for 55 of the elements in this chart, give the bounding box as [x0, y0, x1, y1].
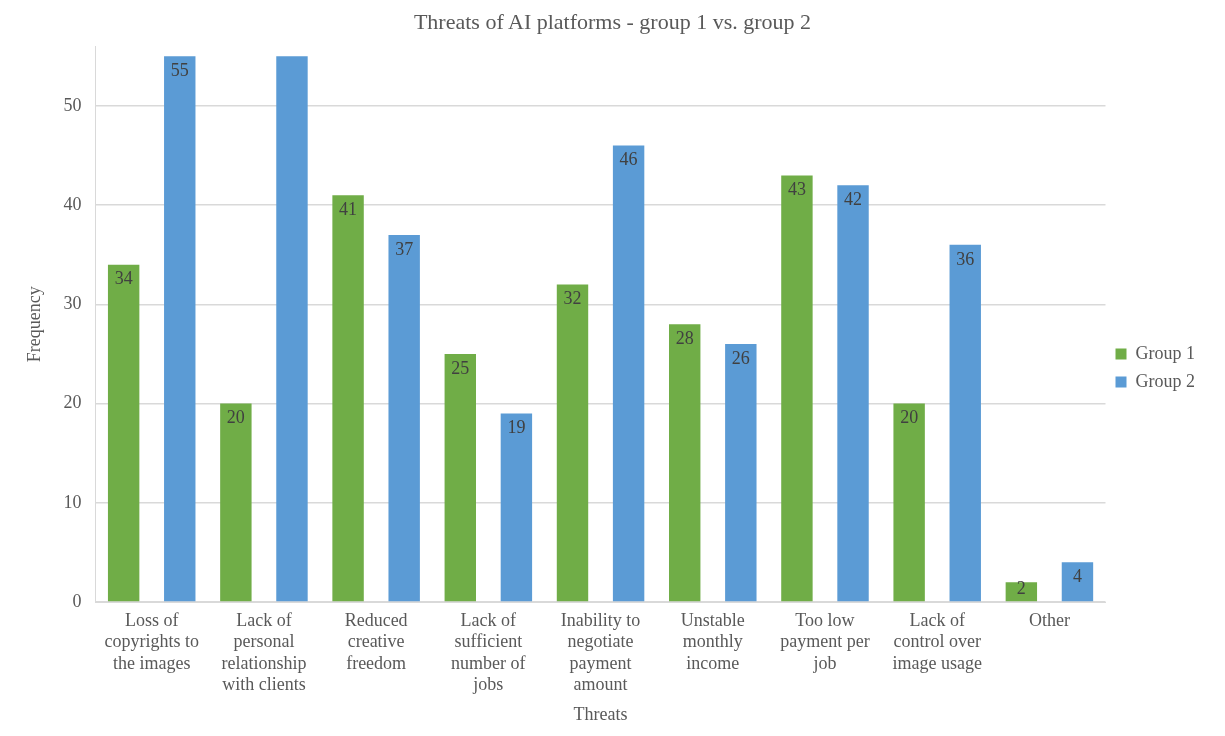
- y-tick-label: 0: [72, 590, 82, 611]
- legend-label: Group 1: [1135, 342, 1196, 363]
- data-label: 32: [563, 288, 582, 309]
- bar: [444, 353, 476, 602]
- x-tick-label: Loss of copyrights to the images: [104, 609, 199, 673]
- x-tick-label: Lack of sufficient number of jobs: [451, 609, 526, 695]
- data-label: 2: [1016, 577, 1026, 598]
- data-label: 55: [170, 60, 189, 81]
- bar: [893, 403, 925, 602]
- y-tick-label: 50: [63, 94, 82, 115]
- x-tick-label: Unstable monthly income: [680, 609, 745, 673]
- y-tick-label: 20: [63, 392, 82, 413]
- data-label: 4: [1072, 566, 1082, 587]
- data-label: 19: [507, 417, 526, 438]
- bar: [332, 195, 364, 602]
- bar: [837, 185, 869, 602]
- bar: [388, 234, 420, 602]
- data-label: 41: [339, 198, 358, 219]
- data-label: 20: [226, 407, 245, 428]
- data-label: 46: [619, 149, 638, 170]
- bar: [1005, 582, 1038, 602]
- bar: [220, 403, 252, 602]
- data-label: 20: [900, 407, 919, 428]
- x-tick-label: Too low payment per job: [780, 609, 870, 673]
- bar: [556, 284, 589, 602]
- chart-title: Threats of AI platforms - group 1 vs. group 2: [413, 8, 812, 34]
- data-label: 42: [844, 189, 863, 210]
- data-label: 25: [451, 357, 470, 378]
- bar: [669, 324, 701, 602]
- data-label: 37: [395, 238, 414, 259]
- data-label: 43: [787, 179, 806, 200]
- x-tick-label: Inability to negotiate payment amount: [560, 609, 641, 695]
- data-label: 26: [731, 347, 750, 368]
- y-axis-title: Frequency: [23, 286, 44, 363]
- x-tick-label: Reduced creative freedom: [344, 609, 408, 673]
- data-label: 36: [956, 248, 975, 269]
- bar: [107, 264, 140, 602]
- y-tick-label: 40: [63, 193, 82, 214]
- bar: [781, 175, 813, 602]
- bar: [500, 413, 533, 602]
- x-axis-title: Threats: [573, 703, 628, 724]
- bar: [949, 244, 981, 602]
- data-label: 34: [114, 268, 133, 289]
- bar: [612, 145, 645, 602]
- x-tick-label: Other: [1028, 609, 1070, 630]
- bar: [276, 56, 308, 602]
- y-tick-label: 10: [63, 491, 82, 512]
- x-tick-label: Lack of control over image usage: [892, 609, 982, 673]
- x-tick-label: Lack of personal relationship with clients: [221, 609, 307, 695]
- y-tick-label: 30: [63, 293, 82, 314]
- bar: [1061, 562, 1094, 602]
- legend-label: Group 2: [1135, 370, 1196, 391]
- data-label: 28: [675, 327, 694, 348]
- bar: [164, 56, 196, 602]
- bar: [725, 344, 757, 602]
